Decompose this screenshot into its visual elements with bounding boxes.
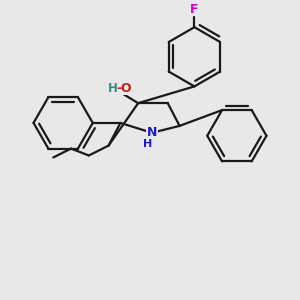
Text: H: H bbox=[143, 139, 153, 148]
Text: H: H bbox=[108, 82, 117, 95]
Text: O: O bbox=[120, 82, 130, 95]
Text: -: - bbox=[117, 82, 122, 95]
Text: N: N bbox=[147, 126, 157, 139]
Text: F: F bbox=[190, 3, 199, 16]
